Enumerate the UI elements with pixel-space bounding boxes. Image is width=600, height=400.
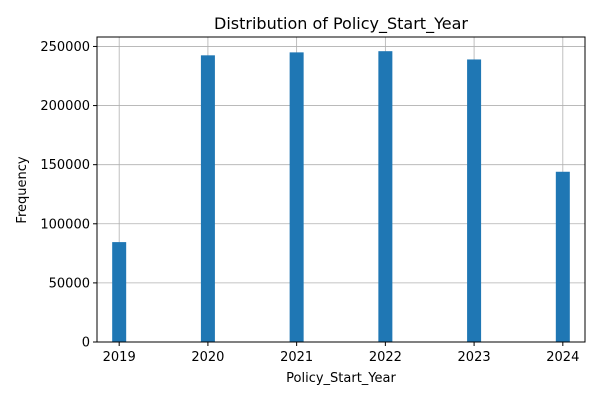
chart-title: Distribution of Policy_Start_Year bbox=[214, 14, 468, 34]
bar-2024 bbox=[555, 171, 570, 342]
x-tick-label: 2019 bbox=[103, 350, 136, 365]
y-tick-label: 150000 bbox=[40, 158, 90, 173]
bars bbox=[112, 51, 570, 343]
y-axis-label: Frequency bbox=[15, 156, 30, 223]
bar-2019 bbox=[112, 242, 127, 342]
y-tick-label: 200000 bbox=[40, 99, 90, 114]
x-tick-label: 2020 bbox=[191, 350, 224, 365]
x-tick-label: 2022 bbox=[369, 350, 402, 365]
bar-2020 bbox=[200, 55, 215, 343]
y-tick-label: 250000 bbox=[40, 40, 90, 55]
x-tick-label: 2024 bbox=[546, 350, 579, 365]
y-tick-label: 0 bbox=[82, 336, 90, 351]
x-tick-label: 2023 bbox=[458, 350, 491, 365]
x-axis-label: Policy_Start_Year bbox=[286, 371, 396, 386]
plot-frame bbox=[96, 36, 586, 343]
y-axis-ticks: 0 50000 100000 150000 200000 250000 bbox=[40, 40, 97, 351]
x-tick-label: 2021 bbox=[280, 350, 313, 365]
bar-2021 bbox=[289, 52, 304, 342]
y-tick-label: 100000 bbox=[40, 217, 90, 232]
bar-2023 bbox=[467, 59, 482, 342]
x-axis-ticks: 2019 2020 2021 2022 2023 2024 bbox=[103, 342, 579, 365]
y-tick-label: 50000 bbox=[49, 276, 90, 291]
bar-2022 bbox=[378, 51, 393, 343]
